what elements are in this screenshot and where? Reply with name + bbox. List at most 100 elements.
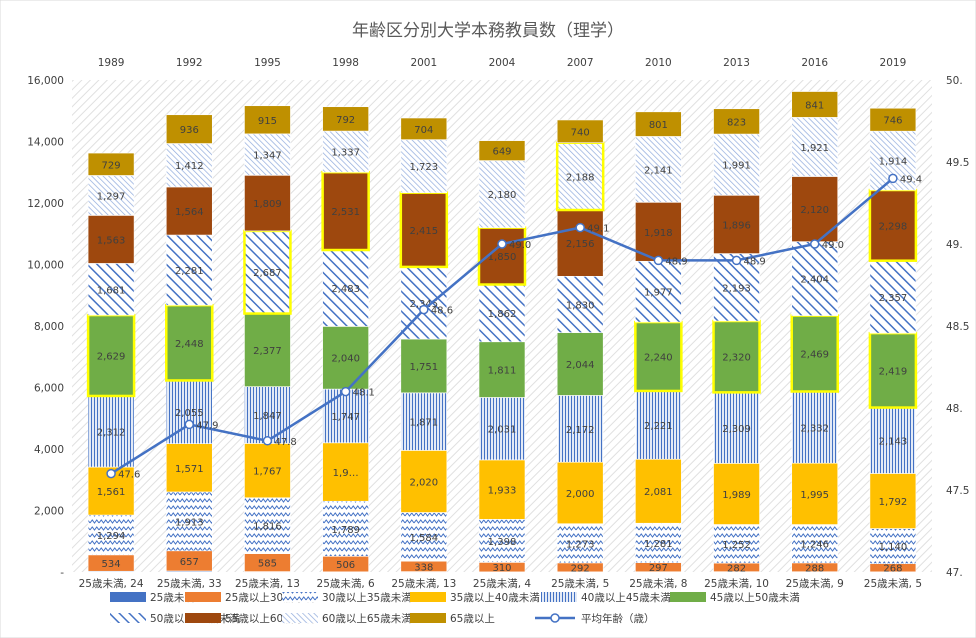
legend-label: 65歳以上	[450, 613, 495, 625]
data-label-55-60: 1,809	[253, 199, 282, 210]
data-label-60-65: 1,297	[97, 191, 126, 202]
average-age-label: 49.0	[509, 240, 531, 251]
y-tick-label: 10,000	[27, 260, 64, 272]
data-label-25-30: 506	[336, 560, 355, 571]
legend-label: 25歳未満	[150, 592, 195, 604]
data-label-25-30: 282	[727, 563, 746, 574]
data-label-45-50: 2,240	[644, 353, 673, 364]
data-label-55-60: 2,120	[800, 205, 829, 216]
bar-segment-50-55	[635, 260, 682, 323]
data-label-55-60: 1,564	[175, 207, 204, 218]
data-label-30-35: 1,398	[488, 537, 517, 548]
bar-stacks	[86, 91, 918, 573]
year-label: 1995	[254, 57, 281, 69]
data-label-55-60: 1,918	[644, 228, 673, 239]
data-label-65plus: 704	[414, 125, 433, 136]
bar-segment-60-65	[400, 139, 448, 193]
data-label-65plus: 841	[805, 100, 824, 111]
data-label-60-65: 1,412	[175, 161, 204, 172]
data-label-45-50: 2,320	[722, 353, 751, 364]
data-label-35-40: 1,995	[800, 490, 829, 501]
legend: 25歳未満 25歳以上30歳未満 30歳以上35歳未満 35歳以上40歳未満 40歳以上…	[110, 592, 800, 625]
legend-swatch-25-30	[185, 592, 221, 602]
data-label-45-50: 2,040	[331, 354, 360, 365]
data-label-50-55: 2,193	[722, 283, 751, 294]
legend-swatch-35-40	[410, 592, 446, 602]
bar-segment-50-55	[791, 241, 839, 316]
bar-segment-65plus	[400, 117, 448, 140]
bar-segment-30-35	[400, 512, 448, 562]
data-label-30-35: 1,789	[331, 525, 360, 536]
data-label-65plus: 936	[180, 125, 199, 136]
year-label: 2016	[801, 57, 828, 69]
y-tick-label: 16,000	[27, 75, 64, 87]
data-label-30-35: 1,294	[97, 531, 126, 542]
bar-segment-65plus	[713, 108, 760, 135]
data-label-65plus: 915	[258, 116, 277, 127]
bar-segment-65plus	[556, 119, 604, 144]
bar-segment-55-60	[399, 191, 449, 269]
data-label-65plus: 740	[571, 127, 590, 138]
data-label-45-50: 1,751	[409, 362, 438, 373]
bar-segment-30-35	[556, 523, 604, 564]
bar-segment-40-45	[87, 395, 135, 468]
bar-segment-60-65	[322, 130, 369, 173]
data-label-65plus: 823	[727, 117, 746, 128]
data-label-35-40: 1,989	[722, 490, 751, 501]
data-label-55-60: 1,563	[97, 235, 126, 246]
data-label-40-45: 2,221	[644, 421, 673, 432]
y2-tick-label: 49.	[946, 239, 963, 251]
bar-segment-65plus	[635, 111, 682, 137]
bar-segment-55-60	[556, 209, 604, 277]
bar-segment-55-60	[244, 174, 291, 232]
year-label: 2004	[489, 57, 516, 69]
bar-segment-40-45	[869, 407, 917, 474]
data-label-45-50: 1,811	[488, 366, 517, 377]
bar-segment-55-60	[635, 201, 682, 262]
data-label-25-30: 288	[805, 563, 824, 574]
y2-tick-label: 48.	[946, 403, 963, 415]
y-axis-left: - 2,000 4,000 6,000 8,000 10,000 12,000 14,000 1…	[27, 75, 64, 579]
bar-segment-35-40	[635, 458, 682, 524]
year-label: 1989	[98, 57, 125, 69]
data-label-55-60: 2,415	[409, 226, 438, 237]
bar-segment-45-50	[322, 326, 369, 390]
bar-segment-40-45	[556, 395, 604, 463]
bar-segment-40-45	[165, 380, 213, 444]
bar-segment-35-40	[244, 443, 291, 499]
bar-segment-30-35	[165, 491, 213, 552]
y-tick-label: 12,000	[27, 198, 64, 210]
data-label-55-60: 2,156	[566, 239, 595, 250]
bar-segment-45-50	[790, 314, 839, 393]
bar-segment-55-60	[87, 215, 135, 264]
category-label: 25歳未満, 5	[864, 578, 922, 590]
bar-segment-65plus	[869, 107, 917, 132]
y-axis-right: 47. 47.5 48. 48.5 49. 49.5 50.	[946, 75, 969, 579]
data-label-55-60: 1,896	[722, 220, 751, 231]
data-label-45-50: 2,448	[175, 339, 204, 350]
legend-swatch-30-35	[282, 592, 318, 602]
bar-segment-45-50	[712, 319, 761, 394]
category-label: 25歳未満, 4	[473, 578, 532, 590]
data-label-35-40: 1,933	[488, 486, 517, 497]
bar-segment-35-40	[322, 442, 369, 502]
data-label-40-45: 2,172	[566, 425, 595, 436]
bar-segment-40-45	[791, 391, 839, 464]
bar-segment-30-35	[244, 497, 291, 554]
data-label-60-65: 1,914	[879, 157, 908, 168]
legend-swatch-65plus	[410, 613, 446, 623]
data-label-65plus: 746	[883, 116, 902, 127]
average-age-label: 47.9	[196, 420, 218, 431]
category-label: 25歳未満, 5	[551, 578, 609, 590]
average-age-label: 49.0	[822, 240, 844, 251]
data-label-65plus: 801	[649, 120, 668, 131]
data-label-50-55: 1,977	[644, 288, 673, 299]
data-label-25-30: 297	[649, 563, 668, 574]
legend-label: 45歳以上50歳未満	[710, 592, 800, 604]
bar-segment-35-40	[165, 443, 213, 493]
average-age-label: 49.4	[900, 174, 922, 185]
data-label-25-30: 310	[492, 563, 511, 574]
legend-swatch-60-65	[282, 613, 318, 623]
average-age-point	[106, 468, 116, 479]
